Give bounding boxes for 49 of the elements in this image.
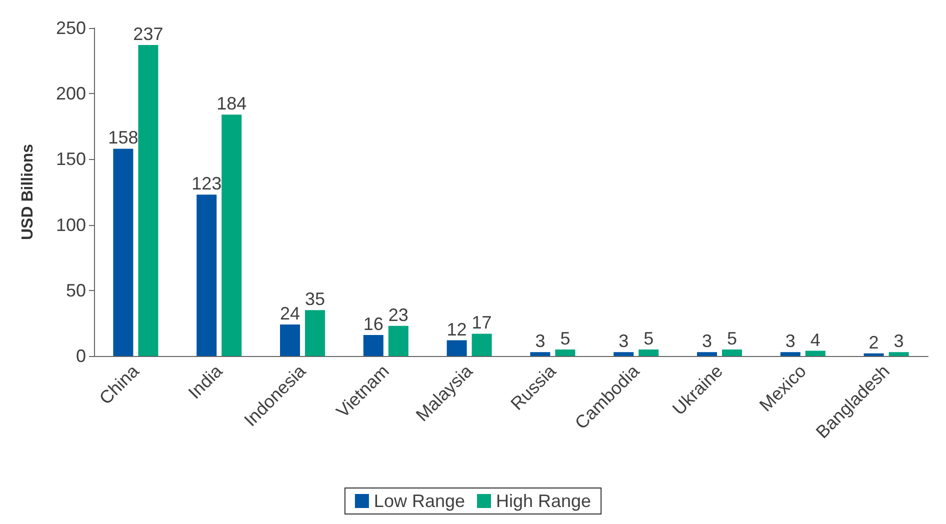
data-label: 12 bbox=[446, 319, 467, 340]
data-label: 3 bbox=[894, 331, 904, 352]
data-label: 158 bbox=[108, 128, 138, 148]
data-label: 17 bbox=[472, 312, 492, 333]
data-label: 3 bbox=[618, 331, 629, 352]
y-tick-label: 50 bbox=[66, 280, 86, 300]
bar bbox=[388, 326, 408, 356]
bar bbox=[305, 310, 325, 356]
bar bbox=[888, 352, 909, 356]
data-label: 184 bbox=[216, 94, 247, 114]
legend-label: Low Range bbox=[374, 491, 466, 511]
data-label: 4 bbox=[810, 330, 820, 350]
y-axis-title: USD Billions bbox=[20, 144, 36, 240]
data-label: 3 bbox=[702, 331, 712, 352]
y-tick-label: 100 bbox=[56, 214, 86, 235]
data-label: 237 bbox=[133, 24, 164, 44]
data-label: 16 bbox=[363, 314, 384, 334]
y-tick-label: 0 bbox=[76, 346, 86, 366]
y-tick-label: 250 bbox=[56, 18, 86, 38]
data-label: 123 bbox=[192, 174, 222, 194]
bar bbox=[780, 352, 800, 356]
bar bbox=[138, 45, 158, 356]
bar bbox=[555, 349, 576, 356]
bar bbox=[614, 352, 634, 356]
bar bbox=[638, 349, 659, 356]
bar bbox=[472, 334, 492, 356]
bar bbox=[864, 353, 884, 356]
bar bbox=[697, 352, 717, 356]
data-label: 24 bbox=[280, 304, 300, 324]
data-label: 35 bbox=[304, 289, 326, 310]
data-label: 3 bbox=[785, 331, 796, 352]
data-label: 5 bbox=[644, 328, 654, 348]
data-label: 2 bbox=[868, 332, 879, 352]
y-tick-label: 200 bbox=[56, 84, 86, 104]
data-label: 3 bbox=[535, 331, 546, 352]
data-label: 23 bbox=[388, 304, 408, 325]
bar bbox=[530, 352, 550, 356]
bar bbox=[722, 349, 742, 356]
bar bbox=[363, 335, 384, 356]
bar bbox=[222, 114, 242, 356]
bar bbox=[196, 194, 217, 356]
y-tick-label: 150 bbox=[56, 149, 86, 170]
bar bbox=[280, 324, 300, 356]
legend-label: High Range bbox=[496, 491, 592, 511]
bar bbox=[113, 148, 134, 356]
data-label: 5 bbox=[726, 328, 738, 348]
bar bbox=[446, 340, 467, 356]
data-label: 5 bbox=[560, 328, 570, 348]
bar bbox=[805, 350, 826, 356]
